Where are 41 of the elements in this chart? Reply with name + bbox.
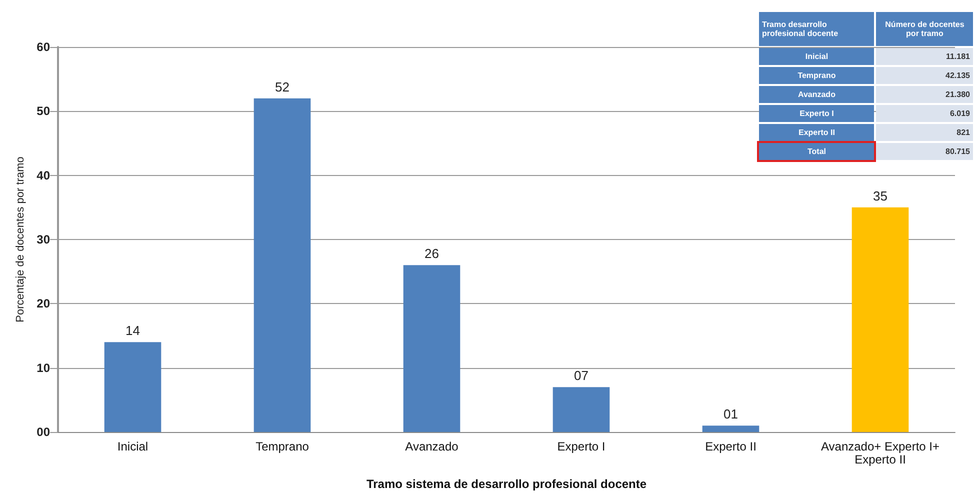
annotation: 42.135 [876,67,973,84]
text: 821 [956,128,970,137]
annotation: 21.380 [876,86,973,103]
text: Número de docentes por tramo [885,20,964,38]
y-axis-title: Porcentaje de docentes por tramo [14,156,26,322]
bar [254,98,311,432]
x-axis-title: Tramo sistema de desarrollo profesional docente [366,477,647,491]
annotation: Temprano [759,67,874,84]
y-tick-label: 30 [36,232,50,246]
x-tick-label: Experto I [557,440,606,454]
data-label: 07 [574,368,588,384]
bar [403,265,460,432]
y-tick-label: 50 [36,104,50,118]
x-tick-label: Avanzado+ Experto I+ Experto II [820,440,940,466]
y-tick-label: 10 [36,360,50,375]
bar [702,426,760,432]
annotation: 6.019 [876,105,973,122]
y-tick-label: 00 [36,425,50,439]
annotation: Total [759,143,874,160]
annotation: 11.181 [876,48,973,65]
annotation: Inicial [759,48,874,65]
data-label: 14 [126,323,140,338]
annotation: Experto I [759,105,874,122]
x-tick-label: Temprano [256,440,310,454]
x-tick-label: Inicial [117,440,148,454]
data-label: 35 [873,188,888,204]
annotation: Avanzado [759,86,874,103]
bar [104,342,162,432]
data-label: 26 [424,246,439,262]
y-tick-label: 40 [36,168,50,182]
annotation: Experto II [759,124,874,141]
x-tick-label: Experto II [705,440,756,454]
annotation: 80.715 [876,143,973,160]
bar [852,207,909,432]
y-tick-label: 60 [36,40,50,54]
text: Tramo desarrollo profesional docente [762,20,838,38]
data-label: 01 [724,406,738,422]
data-label: 52 [275,79,290,94]
bar [552,387,610,432]
x-tick-label: Avanzado [405,440,459,454]
y-tick-label: 20 [36,296,50,311]
